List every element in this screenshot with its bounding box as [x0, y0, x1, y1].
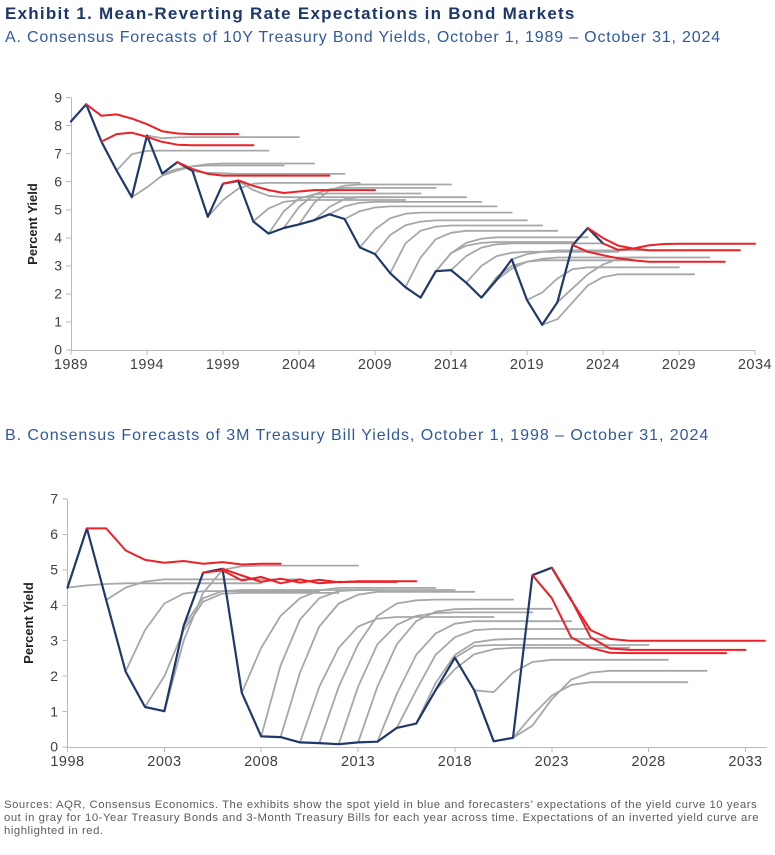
- svg-text:0: 0: [54, 342, 62, 358]
- svg-text:0: 0: [50, 739, 58, 755]
- svg-text:9: 9: [54, 89, 62, 105]
- svg-text:2033: 2033: [728, 754, 762, 770]
- svg-text:1999: 1999: [206, 357, 240, 373]
- svg-text:2013: 2013: [341, 754, 375, 770]
- svg-text:Percent Yield: Percent Yield: [21, 582, 36, 664]
- svg-text:2024: 2024: [586, 357, 620, 373]
- svg-text:1998: 1998: [50, 754, 84, 770]
- svg-text:6: 6: [54, 173, 62, 189]
- svg-text:2028: 2028: [631, 754, 665, 770]
- svg-text:1: 1: [50, 703, 58, 719]
- svg-text:4: 4: [54, 230, 62, 246]
- svg-text:2018: 2018: [438, 754, 472, 770]
- svg-text:1: 1: [54, 314, 62, 330]
- svg-text:3: 3: [50, 632, 58, 648]
- svg-text:1989: 1989: [54, 357, 88, 373]
- svg-text:4: 4: [50, 597, 58, 613]
- svg-text:6: 6: [50, 526, 58, 542]
- svg-text:Percent Yield: Percent Yield: [25, 183, 40, 265]
- svg-text:2008: 2008: [244, 754, 278, 770]
- svg-text:7: 7: [50, 491, 58, 507]
- svg-text:5: 5: [50, 562, 58, 578]
- svg-text:2004: 2004: [282, 357, 316, 373]
- svg-text:5: 5: [54, 202, 62, 218]
- svg-text:2029: 2029: [662, 357, 696, 373]
- svg-text:2023: 2023: [535, 754, 569, 770]
- svg-text:2: 2: [54, 286, 62, 302]
- svg-text:2034: 2034: [738, 357, 772, 373]
- svg-text:3: 3: [54, 258, 62, 274]
- svg-text:7: 7: [54, 145, 62, 161]
- svg-text:2009: 2009: [358, 357, 392, 373]
- svg-text:2003: 2003: [147, 754, 181, 770]
- svg-text:2014: 2014: [434, 357, 468, 373]
- svg-text:8: 8: [54, 117, 62, 133]
- svg-text:1994: 1994: [130, 357, 164, 373]
- svg-text:2: 2: [50, 668, 58, 684]
- svg-text:2019: 2019: [510, 357, 544, 373]
